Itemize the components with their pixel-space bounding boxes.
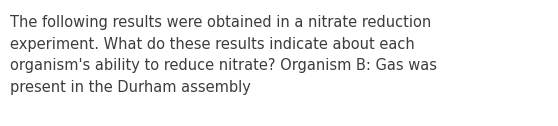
Text: The following results were obtained in a nitrate reduction
experiment. What do t: The following results were obtained in a…	[10, 15, 437, 95]
